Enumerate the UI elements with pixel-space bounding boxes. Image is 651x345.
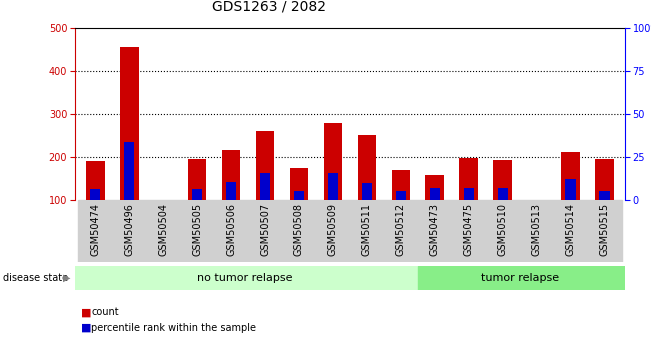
Bar [595,159,614,200]
Text: GSM50509: GSM50509 [328,203,338,256]
Bar [418,266,625,290]
Bar [180,200,214,262]
Bar [256,131,274,200]
Bar [553,200,588,262]
Bar [396,191,406,200]
Text: GDS1263 / 2082: GDS1263 / 2082 [212,0,326,14]
Bar [226,181,236,200]
Bar [90,189,100,200]
Bar [75,266,418,290]
Text: GSM50474: GSM50474 [90,203,100,256]
Bar [452,200,486,262]
Bar [146,200,180,262]
Bar [588,200,622,262]
Bar [460,158,478,200]
Text: GSM50514: GSM50514 [566,203,575,256]
Bar [86,161,105,200]
Text: GSM50510: GSM50510 [498,203,508,256]
Text: count: count [91,307,118,317]
Text: GSM50512: GSM50512 [396,203,406,256]
Bar [294,191,304,200]
Text: disease state: disease state [3,273,68,283]
Bar [519,200,553,262]
Text: GSM50475: GSM50475 [464,203,474,256]
Bar [248,200,282,262]
Text: ■: ■ [81,307,92,317]
Bar [486,200,519,262]
Bar [357,136,376,200]
Bar [78,200,112,262]
Bar [430,188,440,200]
Text: GSM50507: GSM50507 [260,203,270,256]
Text: GSM50506: GSM50506 [226,203,236,256]
Text: percentile rank within the sample: percentile rank within the sample [91,323,256,333]
Bar [493,160,512,200]
Bar [324,124,342,200]
Text: no tumor relapse: no tumor relapse [197,273,292,283]
Text: GSM50496: GSM50496 [124,203,134,256]
Text: GSM50511: GSM50511 [362,203,372,256]
Bar [316,200,350,262]
Bar [222,150,240,200]
Bar [120,47,139,200]
Text: GSM50515: GSM50515 [600,203,609,256]
Bar [260,173,270,200]
Bar [391,170,410,200]
Bar [290,168,309,200]
Bar [497,188,508,200]
Bar [600,190,610,200]
Bar [187,159,206,200]
Text: GSM50505: GSM50505 [192,203,202,256]
Bar [426,175,444,200]
Bar [362,183,372,200]
Text: GSM50473: GSM50473 [430,203,440,256]
Bar [328,173,338,200]
Bar [566,179,575,200]
Bar [192,189,202,200]
Text: ■: ■ [81,323,92,333]
Bar [214,200,248,262]
Bar [124,142,134,200]
Text: GSM50504: GSM50504 [158,203,168,256]
Bar [418,200,452,262]
Text: ▶: ▶ [62,273,70,283]
Text: GSM50508: GSM50508 [294,203,304,256]
Bar [384,200,418,262]
Bar [112,200,146,262]
Text: GSM50513: GSM50513 [532,203,542,256]
Bar [561,152,580,200]
Bar [350,200,384,262]
Bar [282,200,316,262]
Text: tumor relapse: tumor relapse [480,273,559,283]
Bar [464,188,474,200]
